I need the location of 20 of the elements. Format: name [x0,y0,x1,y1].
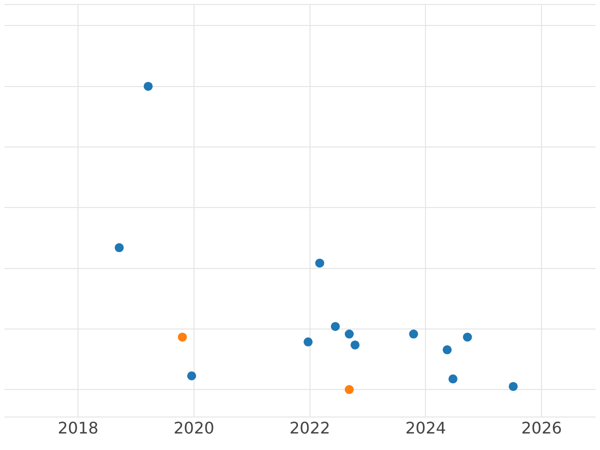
point [114,243,124,252]
point [462,332,472,342]
point [344,330,354,339]
point [178,332,187,342]
point [330,322,340,331]
point [304,337,313,346]
x-tick-label: 2020 [174,418,214,438]
x-tick-label: 2024 [405,418,446,438]
x-tick-label: 2026 [521,418,562,438]
point [144,82,153,91]
point [409,330,418,339]
point [442,345,452,354]
x-tick-label: 2018 [58,418,98,438]
point [187,371,196,380]
point [315,258,324,268]
point [508,382,518,391]
point [448,374,458,384]
point [350,340,360,350]
point [344,385,354,394]
x-tick-label: 2022 [289,418,330,438]
